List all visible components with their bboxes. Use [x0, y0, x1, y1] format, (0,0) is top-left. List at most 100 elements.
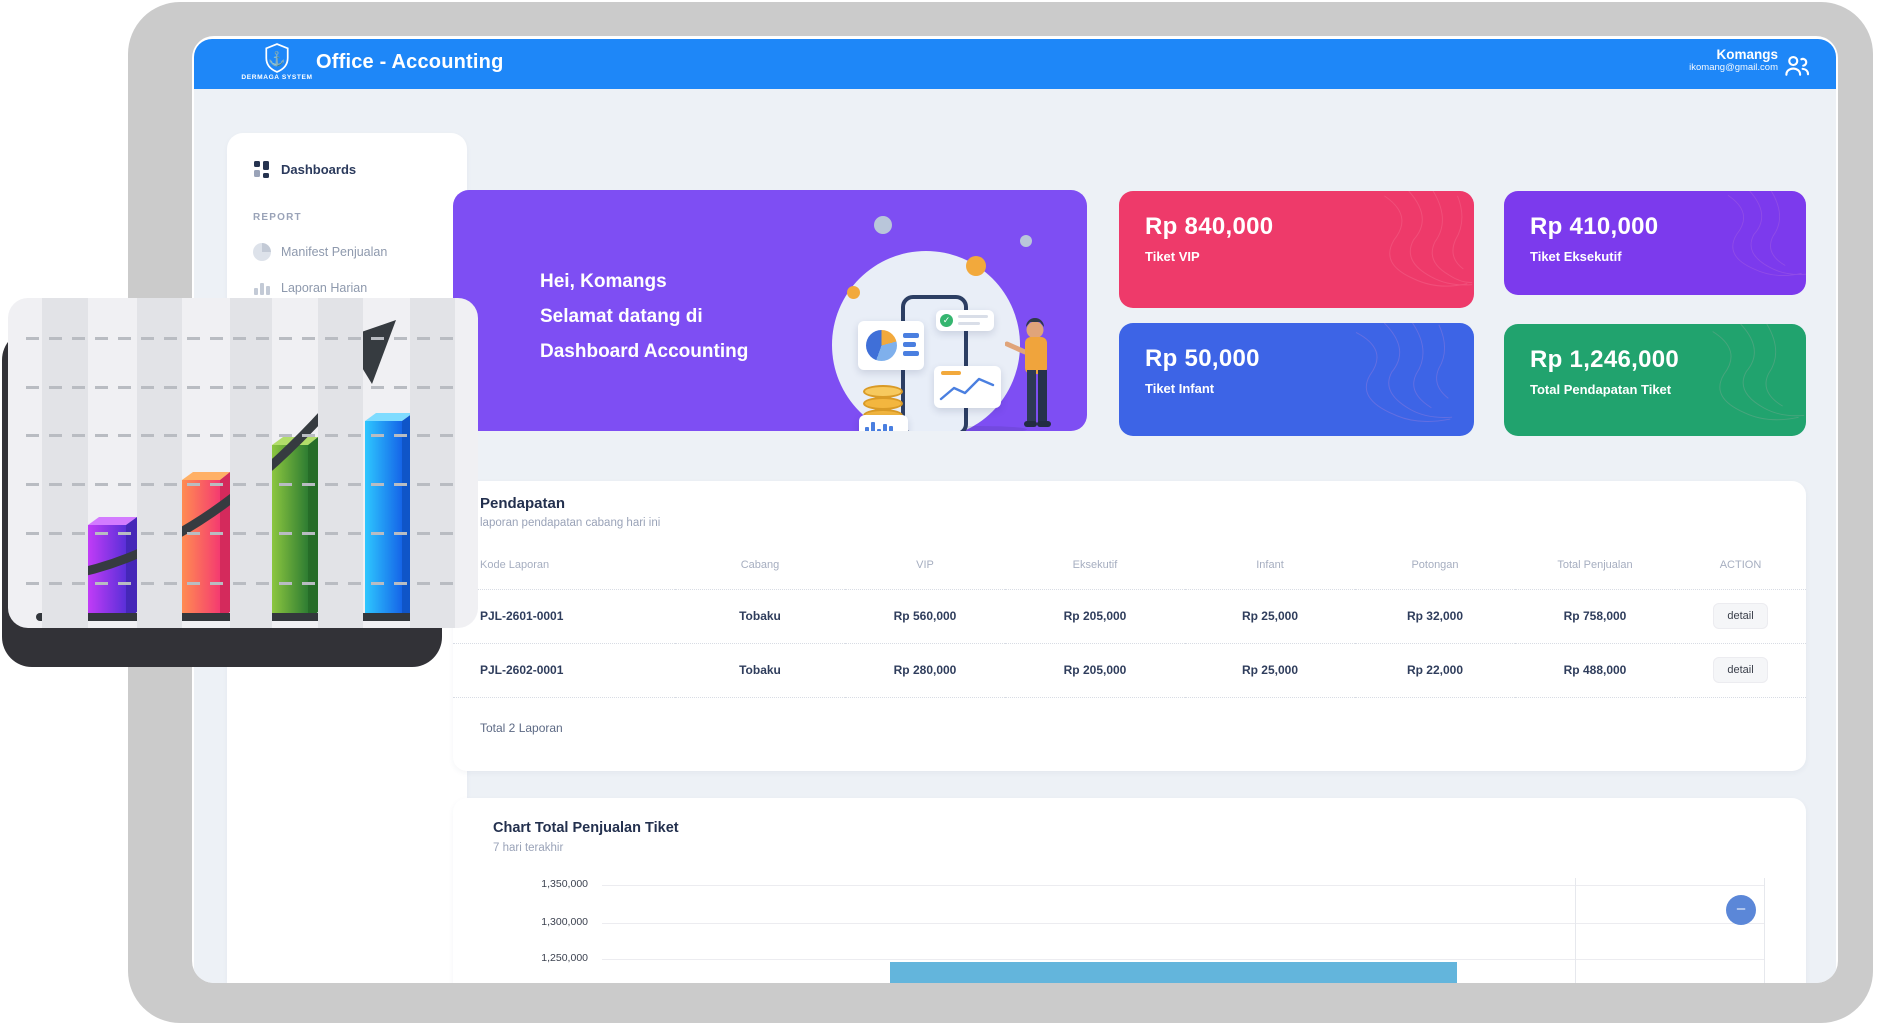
y-tick: 1,300,000 [541, 916, 588, 928]
topo-pattern [1355, 323, 1453, 422]
cell-vip: Rp 280,000 [845, 643, 1005, 698]
line-chart-graphic [939, 377, 995, 401]
report-footer: Total 2 Laporan [480, 721, 563, 735]
illustration-pie-card [858, 321, 924, 370]
svg-text:⚓: ⚓ [268, 50, 285, 67]
users-icon[interactable] [1782, 51, 1812, 81]
plot-right-border [1764, 878, 1765, 983]
detail-button[interactable]: detail [1713, 603, 1768, 629]
col-kode-laporan: Kode Laporan [453, 541, 675, 590]
table-row: PJL-2602-0001 Tobaku Rp 280,000 Rp 205,0… [453, 643, 1806, 698]
welcome-line1: Hei, Komangs [540, 271, 667, 292]
app-header: ⚓ DERMAGA SYSTEM Office - Accounting Kom… [194, 39, 1836, 90]
pie-chart-graphic [866, 330, 897, 361]
dashboard-grid-icon [253, 160, 271, 178]
col-cabang: Cabang [675, 541, 845, 590]
bg-stripe [230, 298, 272, 628]
gridline [602, 923, 1765, 924]
cell-eksekutif: Rp 205,000 [1005, 589, 1185, 644]
sidebar-item-dashboards[interactable]: Dashboards [227, 156, 467, 182]
welcome-banner: ✓ [453, 190, 1087, 431]
report-table: Kode Laporan Cabang VIP Eksekutif Infant… [453, 541, 1806, 698]
user-name: Komangs [1716, 47, 1778, 62]
bar-chart-icon [253, 279, 271, 297]
report-card: Pendapatan laporan pendapatan cabang har… [453, 481, 1806, 771]
chart-card: Chart Total Penjualan Tiket 7 hari terak… [453, 798, 1806, 983]
stat-value: Rp 1,246,000 [1530, 346, 1680, 373]
stat-label: Tiket Eksekutif [1530, 249, 1622, 264]
report-title: Pendapatan [480, 495, 566, 512]
illustration-check-card: ✓ [936, 310, 994, 331]
pie-chart-icon [253, 243, 271, 261]
col-eksekutif: Eksekutif [1005, 541, 1185, 590]
dashed-gridline [26, 386, 460, 389]
sidebar-item-label: Dashboards [281, 161, 357, 177]
cell-infant: Rp 25,000 [1185, 643, 1355, 698]
overlay-chart-board [8, 298, 478, 628]
chart-title: Chart Total Penjualan Tiket [493, 820, 679, 836]
dashed-gridline [26, 434, 460, 437]
main-area: Dashboards REPORT Manifest Penjualan Lap… [194, 89, 1836, 983]
device-frame: ⚓ DERMAGA SYSTEM Office - Accounting Kom… [128, 2, 1873, 1023]
stat-label: Tiket Infant [1145, 381, 1215, 396]
cell-cabang: Tobaku [675, 589, 845, 644]
welcome-text: Hei, Komangs Selamat datang di Dashboard… [540, 264, 748, 369]
sidebar-item-label: Laporan Harian [281, 281, 368, 295]
cell-infant: Rp 25,000 [1185, 589, 1355, 644]
sidebar-item-laporan-harian[interactable]: Laporan Harian [227, 275, 467, 301]
report-subtitle: laporan pendapatan cabang hari ini [480, 517, 661, 529]
illustration-person [1005, 318, 1051, 427]
sidebar-section-report: REPORT [227, 204, 467, 230]
check-icon: ✓ [940, 314, 953, 327]
col-total-penjualan: Total Penjualan [1515, 541, 1675, 590]
collapse-chart-button[interactable]: – [1726, 895, 1756, 925]
bg-stripe [137, 298, 182, 628]
brand-name: DERMAGA SYSTEM [241, 74, 313, 81]
table-row: PJL-2601-0001 Tobaku Rp 560,000 Rp 205,0… [453, 589, 1806, 644]
cell-eksekutif: Rp 205,000 [1005, 643, 1185, 698]
stat-card-tiket-vip: Rp 840,000 Tiket VIP [1119, 191, 1474, 308]
stat-value: Rp 410,000 [1530, 213, 1659, 240]
sidebar-section-label: REPORT [253, 211, 302, 223]
chart-bar-total-penjualan[interactable] [890, 962, 1457, 983]
stat-value: Rp 50,000 [1145, 345, 1260, 372]
stat-card-tiket-infant: Rp 50,000 Tiket Infant [1119, 323, 1474, 436]
table-header-row: Kode Laporan Cabang VIP Eksekutif Infant… [453, 541, 1806, 590]
user-info[interactable]: Komangs ikomang@gmail.com [1689, 47, 1778, 73]
col-action: ACTION [1675, 541, 1806, 590]
col-vip: VIP [845, 541, 1005, 590]
cell-cabang: Tobaku [675, 643, 845, 698]
bg-stripe [42, 298, 88, 628]
growth-chart-overlay-graphic [0, 248, 500, 678]
decor-dot [874, 216, 892, 234]
cell-total: Rp 488,000 [1515, 643, 1675, 698]
topo-pattern [1384, 191, 1473, 287]
bg-stripe [318, 298, 363, 628]
sidebar-item-label: Manifest Penjualan [281, 245, 388, 259]
stat-label: Total Pendapatan Tiket [1530, 382, 1672, 397]
cell-potongan: Rp 22,000 [1355, 643, 1515, 698]
topo-pattern [1727, 191, 1806, 277]
overlay-bars-and-arrow [36, 320, 455, 621]
gridline [602, 959, 1765, 960]
app-screen: ⚓ DERMAGA SYSTEM Office - Accounting Kom… [192, 36, 1838, 983]
illustration-minibar-card [859, 415, 908, 431]
shield-anchor-icon: ⚓ [265, 43, 289, 73]
decor-dot [847, 286, 860, 299]
stat-label: Tiket VIP [1145, 249, 1200, 264]
brand-logo: ⚓ DERMAGA SYSTEM [232, 43, 322, 87]
gridline [602, 885, 1765, 886]
stat-card-tiket-eksekutif: Rp 410,000 Tiket Eksekutif [1504, 191, 1806, 295]
dashed-gridline [26, 582, 460, 585]
stat-card-total-pendapatan: Rp 1,246,000 Total Pendapatan Tiket [1504, 324, 1806, 436]
sidebar-item-manifest-penjualan[interactable]: Manifest Penjualan [227, 239, 467, 265]
stat-value: Rp 840,000 [1145, 213, 1274, 240]
welcome-line3: Dashboard Accounting [540, 341, 749, 362]
user-email: ikomang@gmail.com [1689, 62, 1778, 73]
y-tick: 1,350,000 [541, 878, 588, 890]
y-tick: 1,250,000 [541, 952, 588, 964]
detail-button[interactable]: detail [1713, 657, 1768, 683]
decor-dot [966, 256, 986, 276]
bg-stripe [410, 298, 455, 628]
dashed-gridline [26, 337, 460, 340]
